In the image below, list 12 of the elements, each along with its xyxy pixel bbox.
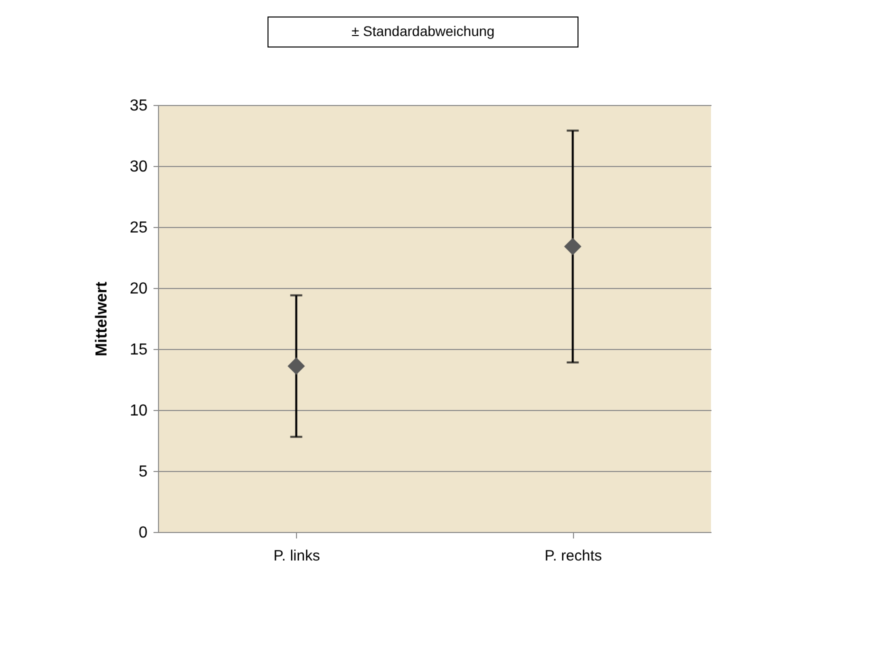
x-tick-label: P. links: [274, 548, 320, 564]
text: ± Standardabweichung: [351, 23, 495, 39]
y-tick-label: 0: [138, 524, 148, 542]
y-tick-label: 10: [130, 402, 148, 420]
y-axis-title: Mittelwert: [94, 280, 111, 356]
y-tick-label: 30: [130, 158, 148, 176]
y-tick-label: 5: [138, 464, 148, 480]
y-tick-label: 15: [130, 342, 148, 358]
x-tick-label: P. rechts: [544, 548, 602, 564]
y-tick-label: 25: [130, 220, 148, 236]
y-tick-label: 35: [130, 98, 148, 114]
y-tick-label: 20: [130, 280, 148, 298]
